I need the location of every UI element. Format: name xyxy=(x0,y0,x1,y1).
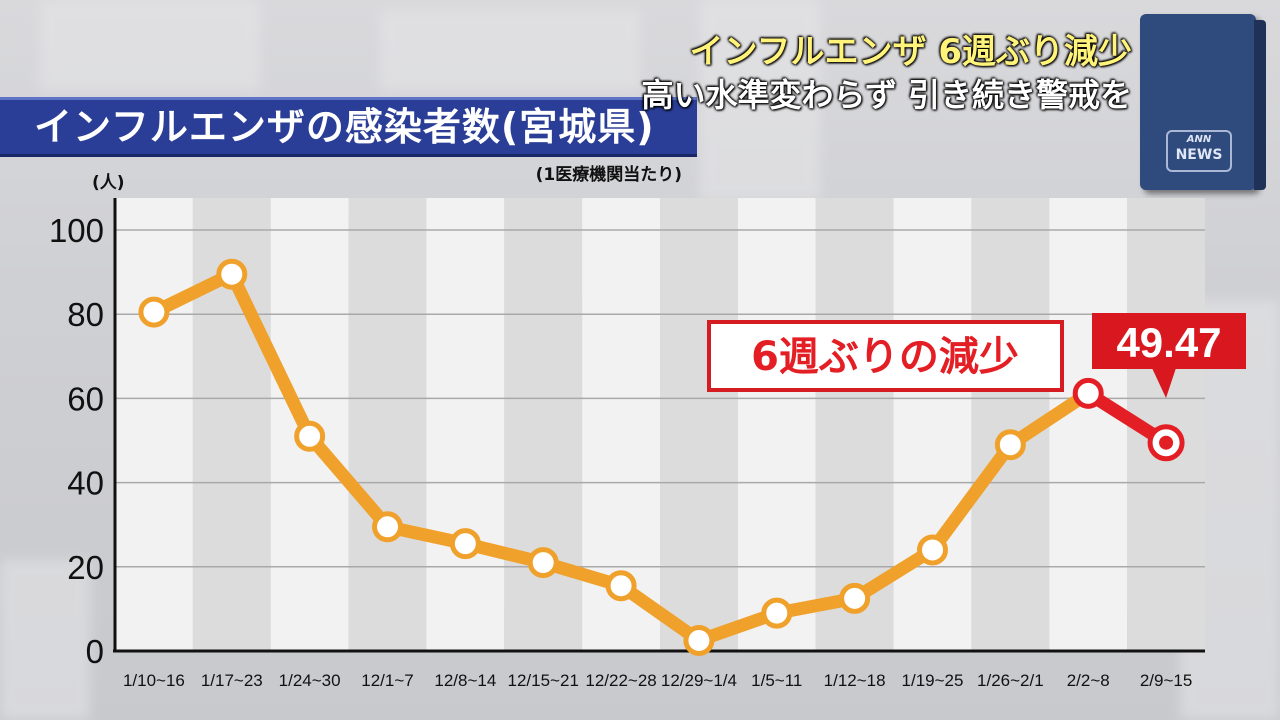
data-point xyxy=(839,582,871,614)
x-tick-label: 12/29~1/4 xyxy=(661,671,737,690)
x-tick-labels: 1/10~16 1/17~23 1/24~30 12/1~7 12/8~14 12/15~… xyxy=(123,671,1192,690)
data-point xyxy=(216,258,248,290)
x-tick-label: 2/9~15 xyxy=(1140,671,1192,690)
y-tick-label: 80 xyxy=(67,296,104,333)
data-point xyxy=(1072,377,1104,409)
y-tick-label: 40 xyxy=(67,465,104,502)
headline-main: インフルエンザ 6週ぶり減少 xyxy=(689,32,1132,72)
x-tick-label: 1/24~30 xyxy=(279,671,341,690)
last-value-tag: 49.47 xyxy=(1092,313,1246,398)
x-tick-label: 2/2~8 xyxy=(1067,671,1110,690)
news-logo-box: ANN NEWS xyxy=(1140,14,1266,190)
headline-sub: 高い水準変わらず 引き続き警戒を xyxy=(641,76,1132,114)
ann-news-logo: ANN NEWS xyxy=(1166,130,1232,172)
logo-ann-text: ANN xyxy=(1186,134,1212,145)
data-point-core xyxy=(1159,435,1174,450)
data-point xyxy=(449,528,481,560)
x-tick-label: 12/8~14 xyxy=(434,671,496,690)
y-unit-label: (人) xyxy=(92,173,125,193)
x-tick-label: 1/19~25 xyxy=(902,671,964,690)
data-point xyxy=(372,511,403,543)
data-point xyxy=(917,534,948,566)
x-tick-label: 12/1~7 xyxy=(361,671,413,690)
x-tick-label: 12/22~28 xyxy=(585,671,656,690)
data-point xyxy=(683,624,715,656)
x-tick-label: 1/26~2/1 xyxy=(977,671,1044,690)
column-band xyxy=(115,198,193,651)
column-band xyxy=(348,198,427,651)
data-point xyxy=(527,547,559,579)
y-tick-label: 20 xyxy=(67,549,104,586)
data-point xyxy=(605,570,637,602)
column-band xyxy=(660,198,738,651)
x-tick-label: 1/12~18 xyxy=(824,671,886,690)
y-tick-label: 0 xyxy=(86,633,104,670)
data-point xyxy=(994,429,1026,461)
x-tick-label: 12/15~21 xyxy=(508,671,579,690)
column-band xyxy=(893,198,972,651)
x-tick-label: 1/5~11 xyxy=(751,671,802,690)
x-tick-label: 1/17~23 xyxy=(201,671,263,690)
data-point xyxy=(138,296,170,328)
column-band xyxy=(1049,198,1128,651)
y-tick-label: 100 xyxy=(49,212,104,249)
chart-axes xyxy=(113,198,1205,653)
y-tick-labels: 0 20 40 60 80 100 xyxy=(49,212,104,670)
column-band xyxy=(737,198,816,651)
callout-box: 6週ぶりの減少 xyxy=(707,320,1064,392)
chart-title: インフルエンザの感染者数(宮城県) xyxy=(0,97,697,157)
data-point xyxy=(761,597,793,629)
column-band xyxy=(504,198,583,651)
y-tick-label: 60 xyxy=(67,380,104,417)
callout-text: 6週ぶりの減少 xyxy=(751,334,1019,380)
last-value-label: 49.47 xyxy=(1116,319,1221,366)
x-tick-label: 1/10~16 xyxy=(123,671,185,690)
chart-note: (1医療機関当たり) xyxy=(536,164,682,185)
logo-news-text: NEWS xyxy=(1175,147,1223,163)
series-points xyxy=(138,258,1185,656)
data-point xyxy=(294,420,326,452)
column-band xyxy=(426,198,505,651)
